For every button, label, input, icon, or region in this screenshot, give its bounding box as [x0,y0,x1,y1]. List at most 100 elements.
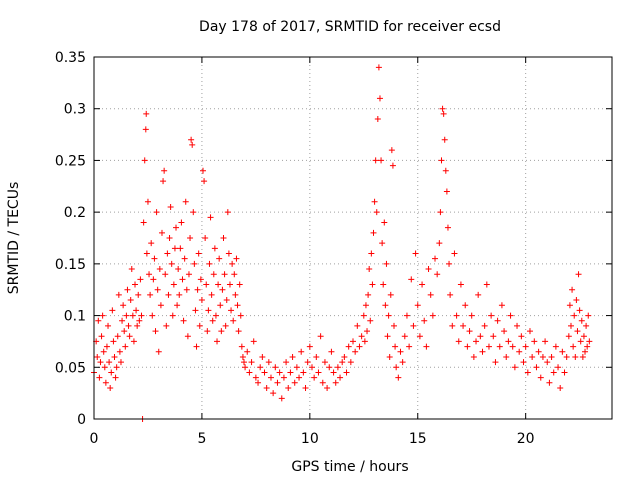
data-point [453,312,460,319]
data-point [339,359,346,366]
data-point [144,198,151,205]
data-point [219,286,226,293]
data-point [483,281,490,288]
data-point [317,333,324,340]
data-point [190,209,197,216]
data-point [408,276,415,283]
data-point [531,338,538,345]
data-point [550,369,557,376]
data-point [516,348,523,355]
data-point [578,317,585,324]
data-point [130,338,137,345]
data-point [107,384,114,391]
data-point [291,379,298,386]
data-point [372,157,379,164]
data-point [481,322,488,329]
data-point [108,369,115,376]
data-point [112,374,119,381]
data-point [138,312,145,319]
data-point [544,359,551,366]
x-tick-label: 20 [517,431,535,447]
data-point [168,260,175,267]
data-point [542,338,549,345]
y-tick-label: 0.3 [64,102,86,118]
data-point [170,281,177,288]
data-point [128,266,135,273]
data-point [585,312,592,319]
data-point [419,281,426,288]
data-point [399,359,406,366]
data-point [412,250,419,257]
x-axis-label: GPS time / hours [291,459,408,475]
data-point [388,147,395,154]
data-point [566,302,573,309]
data-point [156,266,163,273]
data-point [235,328,242,335]
data-point [164,250,171,257]
data-point [455,338,462,345]
data-point [332,379,339,386]
data-point [384,333,391,340]
data-point [514,322,521,329]
data-point [97,359,104,366]
data-point [94,353,101,360]
data-point [565,333,572,340]
data-point [586,338,593,345]
data-point [238,343,245,350]
data-point [470,353,477,360]
data-point [207,214,214,221]
data-point [246,369,253,376]
data-point [218,328,225,335]
data-point [214,338,221,345]
data-point [154,286,161,293]
data-point [576,307,583,314]
data-point [95,317,102,324]
data-point [222,322,229,329]
data-point [209,317,216,324]
data-point [376,95,383,102]
data-point [438,157,445,164]
data-point [158,229,165,236]
data-point [449,322,456,329]
data-point [302,384,309,391]
data-point [267,374,274,381]
data-point [215,281,222,288]
y-tick-label: 0.15 [55,257,86,273]
data-point [569,286,576,293]
data-point [250,338,257,345]
data-point [496,343,503,350]
data-point [113,364,120,371]
data-point [174,302,181,309]
data-point [392,343,399,350]
data-point [199,167,206,174]
data-point [555,364,562,371]
data-point [117,359,124,366]
data-point [121,328,128,335]
data-point [193,343,200,350]
data-point [381,219,388,226]
data-point [439,105,446,112]
data-point [283,359,290,366]
data-point [115,291,122,298]
data-point [160,178,167,185]
data-point [225,250,232,257]
data-point [501,328,508,335]
data-point [526,328,533,335]
data-point [109,307,116,314]
data-point [289,353,296,360]
data-point [559,348,566,355]
data-point [252,374,259,381]
data-point [552,343,559,350]
data-point [374,116,381,123]
data-point [304,359,311,366]
data-point [468,312,475,319]
data-point [120,302,127,309]
data-point [224,209,231,216]
data-point [244,348,251,355]
data-point [143,110,150,117]
data-point [217,302,224,309]
data-point [421,317,428,324]
data-point [241,359,248,366]
data-point [548,353,555,360]
data-point [352,348,359,355]
